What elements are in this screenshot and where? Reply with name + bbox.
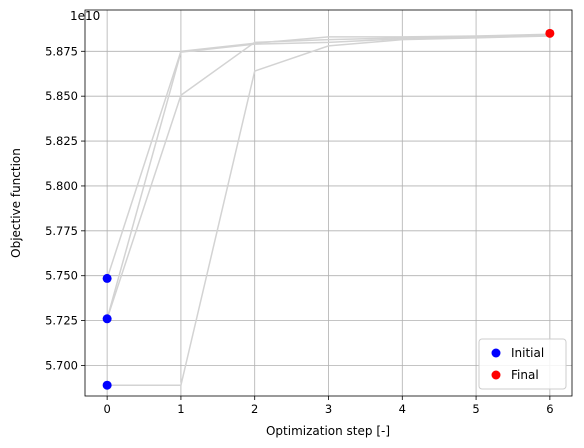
x-tick-label: 5 xyxy=(472,402,479,416)
legend-marker-initial xyxy=(491,348,501,358)
x-tick-label: 1 xyxy=(177,402,184,416)
series-line-0 xyxy=(106,33,550,279)
grid xyxy=(85,10,572,396)
y-tick-label: 5.750 xyxy=(45,269,78,283)
legend-label-initial: Initial xyxy=(511,346,544,360)
x-axis-label: Optimization step [-] xyxy=(266,424,390,438)
legend-box xyxy=(478,338,567,390)
x-tick-label: 4 xyxy=(399,402,406,416)
x-tick-label: 3 xyxy=(325,402,332,416)
scatter-point-initial xyxy=(102,314,112,324)
scatter-point-final xyxy=(545,28,555,38)
scatter-point-initial xyxy=(102,273,112,283)
series-line-2 xyxy=(106,35,550,320)
x-tick-label: 6 xyxy=(546,402,553,416)
legend-label-final: Final xyxy=(511,368,539,382)
scatter-point-initial xyxy=(102,380,112,390)
y-tick-label: 5.700 xyxy=(45,358,78,372)
legend: Initial Final xyxy=(478,338,567,390)
y-tick-label: 5.775 xyxy=(45,224,78,238)
x-tick-label: 0 xyxy=(103,402,110,416)
y-tick-label: 5.825 xyxy=(45,134,78,148)
series-line-3 xyxy=(107,35,550,386)
y-tick-label: 5.725 xyxy=(45,314,78,328)
legend-marker-final xyxy=(491,370,501,380)
series-lines xyxy=(106,33,550,386)
y-tick-label: 5.800 xyxy=(45,179,78,193)
y-tick-label: 5.850 xyxy=(45,89,78,103)
y-offset-label: 1e10 xyxy=(70,9,100,23)
x-tick-label: 2 xyxy=(251,402,258,416)
y-axis-label: Objective function xyxy=(9,148,23,258)
y-ticks: 5.700 5.725 5.750 5.775 5.800 5.825 5.850 5.875 xyxy=(45,44,85,372)
y-tick-label: 5.875 xyxy=(45,44,78,58)
scatter-points xyxy=(102,28,555,390)
x-ticks: 0 1 2 3 4 5 6 xyxy=(103,396,554,416)
